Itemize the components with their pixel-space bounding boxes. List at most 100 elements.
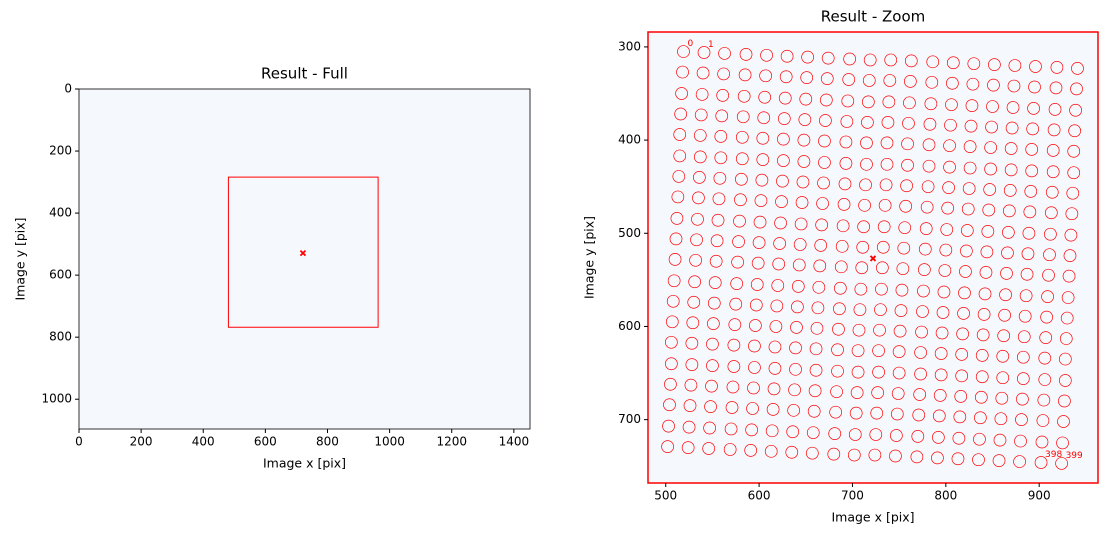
point bbox=[945, 98, 958, 112]
point bbox=[691, 212, 704, 226]
y-tick-label: 700 bbox=[618, 412, 641, 426]
point bbox=[1067, 166, 1081, 180]
point bbox=[980, 245, 994, 259]
point bbox=[861, 95, 875, 109]
point bbox=[940, 223, 954, 236]
point bbox=[1007, 79, 1021, 93]
point bbox=[847, 448, 861, 462]
point bbox=[757, 111, 771, 125]
point bbox=[839, 157, 853, 170]
y-tick-label: 600 bbox=[618, 319, 641, 333]
point bbox=[1070, 82, 1083, 96]
point bbox=[1067, 144, 1081, 158]
point bbox=[785, 445, 799, 459]
x-tick-label: 700 bbox=[841, 489, 864, 503]
point bbox=[1008, 59, 1022, 72]
point bbox=[805, 446, 819, 460]
point bbox=[736, 110, 750, 124]
point bbox=[987, 78, 1000, 92]
point bbox=[760, 48, 773, 62]
point bbox=[959, 265, 972, 278]
x-tick-label: 900 bbox=[1028, 489, 1051, 503]
point bbox=[860, 136, 873, 150]
y-tick-label: 400 bbox=[618, 133, 641, 147]
point bbox=[973, 432, 986, 446]
point bbox=[935, 326, 949, 340]
point bbox=[972, 453, 985, 467]
point bbox=[946, 76, 959, 90]
point bbox=[1019, 289, 1033, 303]
point bbox=[812, 280, 826, 294]
y-axis-label: Image y [pix] bbox=[582, 216, 597, 299]
point bbox=[1022, 226, 1036, 240]
zoom-box bbox=[227, 176, 379, 328]
point bbox=[1005, 121, 1019, 135]
point bbox=[1063, 249, 1077, 262]
point bbox=[925, 75, 939, 89]
point bbox=[695, 88, 709, 101]
point bbox=[734, 193, 747, 207]
point bbox=[1068, 124, 1082, 138]
point bbox=[816, 197, 829, 210]
point bbox=[903, 96, 916, 110]
point bbox=[710, 234, 724, 248]
point-label: 0 bbox=[687, 39, 693, 49]
point bbox=[755, 173, 769, 187]
point bbox=[664, 335, 678, 349]
point bbox=[931, 451, 944, 465]
point-label: 399 bbox=[1066, 451, 1083, 461]
point bbox=[748, 339, 761, 353]
point bbox=[900, 179, 913, 193]
point bbox=[967, 57, 981, 71]
point bbox=[933, 389, 947, 402]
point bbox=[746, 402, 759, 415]
point bbox=[917, 263, 931, 276]
point bbox=[751, 256, 765, 270]
y-tick-label: 1000 bbox=[41, 392, 72, 406]
point bbox=[892, 345, 906, 358]
point bbox=[738, 68, 752, 82]
point bbox=[869, 428, 883, 441]
point bbox=[723, 443, 737, 456]
point bbox=[861, 116, 874, 129]
point bbox=[793, 238, 807, 251]
point bbox=[1025, 164, 1039, 178]
point bbox=[1059, 332, 1073, 345]
point bbox=[923, 117, 937, 131]
point bbox=[934, 347, 948, 360]
point bbox=[998, 308, 1011, 322]
point bbox=[898, 221, 912, 235]
point bbox=[1014, 434, 1027, 448]
point bbox=[756, 131, 770, 145]
point bbox=[797, 133, 811, 147]
point bbox=[960, 224, 974, 237]
point bbox=[880, 157, 894, 171]
point bbox=[791, 280, 805, 293]
point bbox=[1003, 184, 1017, 197]
point bbox=[747, 381, 760, 395]
point bbox=[770, 299, 784, 313]
point bbox=[875, 261, 889, 275]
point bbox=[1037, 393, 1051, 407]
point bbox=[774, 216, 787, 230]
point bbox=[798, 113, 812, 126]
point bbox=[956, 327, 969, 341]
point bbox=[832, 322, 845, 336]
point bbox=[921, 180, 935, 194]
point bbox=[735, 130, 749, 144]
point bbox=[777, 112, 791, 126]
point bbox=[1060, 311, 1074, 325]
point bbox=[1006, 101, 1020, 114]
point bbox=[939, 243, 953, 257]
point bbox=[756, 153, 770, 167]
point bbox=[874, 303, 887, 317]
point bbox=[850, 386, 864, 399]
point bbox=[962, 182, 976, 195]
point bbox=[964, 119, 978, 133]
point bbox=[894, 304, 908, 317]
point bbox=[835, 239, 849, 253]
point bbox=[796, 175, 810, 189]
point bbox=[758, 90, 772, 104]
point bbox=[712, 192, 726, 206]
